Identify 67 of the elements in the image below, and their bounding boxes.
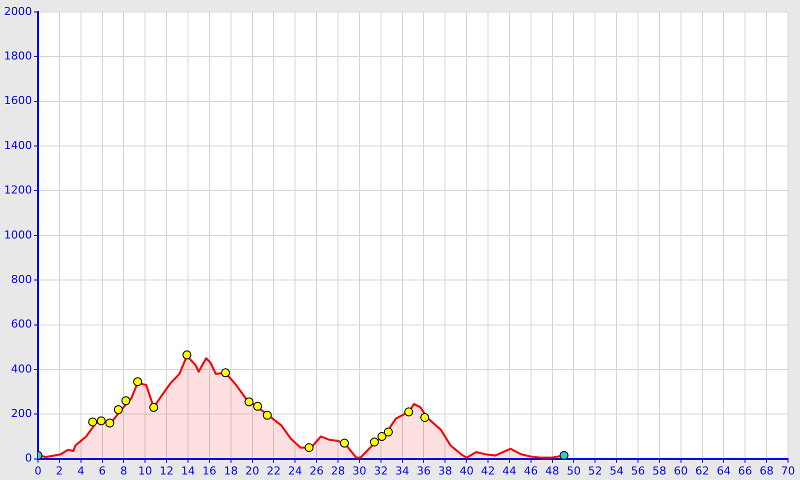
x-tick-label: 62: [695, 464, 710, 478]
y-tick-label: 1000: [4, 228, 32, 242]
x-tick-label: 6: [98, 464, 106, 478]
x-tick-label: 66: [738, 464, 752, 478]
point: [244, 397, 254, 406]
x-tick-label: 12: [160, 464, 174, 478]
point: [377, 432, 386, 441]
x-tick-label: 54: [610, 464, 624, 478]
point: [96, 416, 106, 426]
x-tick-label: 4: [77, 464, 84, 478]
y-tick-label: 400: [10, 362, 32, 376]
point: [420, 412, 430, 422]
x-tick-label: 16: [202, 464, 216, 478]
y-tick-label: 200: [10, 406, 32, 420]
point: [560, 450, 569, 459]
x-tick-label: 40: [460, 464, 474, 478]
y-tick-label: 2000: [4, 4, 32, 18]
point: [149, 402, 158, 412]
point: [404, 407, 414, 416]
y-tick-label: 1800: [4, 50, 32, 63]
point: [121, 396, 130, 406]
x-tick-label: 14: [180, 464, 195, 478]
x-tick-label: 2: [56, 464, 63, 478]
x-tick-label: 28: [330, 464, 345, 478]
y-tick-label: 0: [24, 452, 32, 465]
y-tick-label: 1200: [4, 184, 32, 197]
point: [340, 438, 349, 448]
x-tick-label: 46: [524, 464, 538, 478]
x-tick-label: 18: [224, 464, 238, 478]
point: [384, 427, 393, 436]
point: [114, 405, 123, 414]
point: [105, 418, 114, 428]
x-tick-label: 44: [502, 464, 516, 478]
x-tick-label: 42: [481, 464, 495, 478]
x-tick-label: 60: [674, 464, 688, 478]
y-tick-label: 800: [10, 272, 32, 286]
point: [253, 402, 262, 411]
x-tick-label: 58: [652, 464, 666, 478]
y-tick-label: 1600: [4, 94, 32, 108]
x-tick-label: 24: [288, 464, 302, 478]
x-tick-label: 64: [716, 464, 731, 478]
x-tick-label: 52: [588, 464, 602, 478]
point: [182, 350, 192, 360]
x-tick-label: 0: [34, 464, 42, 478]
x-tick-label: 8: [120, 464, 128, 478]
x-tick-label: 32: [374, 464, 388, 478]
point: [304, 443, 314, 452]
x-tick-label: 30: [352, 464, 366, 478]
x-tick-label: 50: [566, 464, 581, 478]
x-tick-label: 48: [545, 464, 560, 478]
y-tick-label: 1400: [4, 138, 32, 152]
point: [220, 368, 230, 378]
x-tick-label: 20: [245, 464, 260, 478]
x-tick-label: 26: [310, 464, 324, 478]
x-tick-label: 68: [760, 464, 774, 478]
point: [262, 410, 272, 420]
x-tick-label: 56: [631, 464, 645, 478]
point: [88, 417, 98, 426]
point: [133, 377, 142, 386]
point: [370, 438, 379, 447]
x-tick-label: 10: [138, 464, 152, 478]
x-tick-label: 22: [266, 464, 281, 478]
x-tick-label: 34: [395, 464, 410, 478]
y-tick-label: 600: [10, 318, 32, 331]
x-tick-label: 38: [438, 464, 452, 478]
x-tick-label: 36: [416, 464, 431, 478]
x-tick-label: 70: [781, 464, 795, 478]
